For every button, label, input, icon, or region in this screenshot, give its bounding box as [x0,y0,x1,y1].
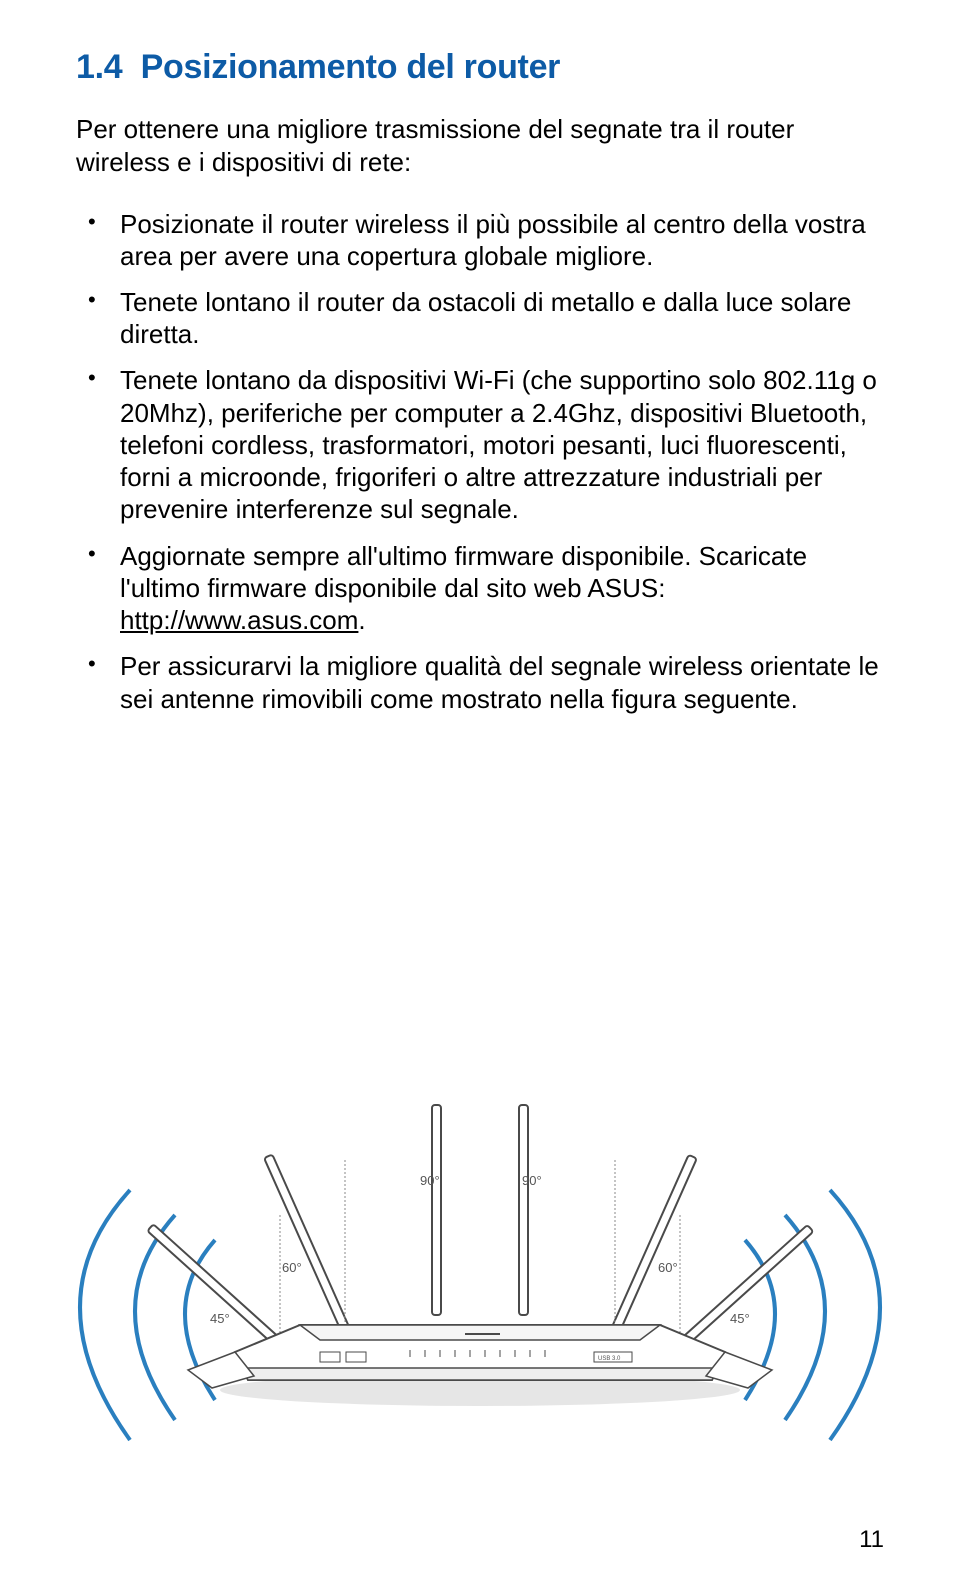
antennas [147,1105,813,1349]
section-number: 1.4 [76,48,122,86]
list-item: Aggiornate sempre all'ultimo firmware di… [120,540,884,637]
list-item: Tenete lontano da dispositivi Wi-Fi (che… [120,364,884,525]
list-item-text-post: . [358,605,365,635]
angle-label-90-right: 90° [522,1173,542,1188]
list-item-text: Tenete lontano da dispositivi Wi-Fi (che… [120,365,877,524]
signal-waves-right [745,1190,880,1440]
router-antenna-figure: 90° 90° 60° 60° 45° 45° [0,1040,960,1500]
intro-paragraph: Per ottenere una migliore trasmissione d… [76,113,884,180]
angle-label-90-left: 90° [420,1173,440,1188]
router-body: USB 3.0 [188,1325,772,1406]
section-title: Posizionamento del router [141,48,560,86]
bullet-list: Posizionate il router wireless il più po… [76,208,884,715]
list-item: Posizionate il router wireless il più po… [120,208,884,272]
firmware-link[interactable]: http://www.asus.com [120,605,358,635]
signal-waves-left [80,1190,215,1440]
list-item: Tenete lontano il router da ostacoli di … [120,286,884,350]
list-item: Per assicurarvi la migliore qualità del … [120,650,884,714]
angle-label-45-left: 45° [210,1311,230,1326]
list-item-text: Per assicurarvi la migliore qualità del … [120,651,879,713]
list-item-text-pre: Aggiornate sempre all'ultimo firmware di… [120,541,807,603]
angle-label-45-right: 45° [730,1311,750,1326]
page-number: 11 [859,1526,884,1554]
angle-label-60-left: 60° [282,1260,302,1275]
list-item-text: Posizionate il router wireless il più po… [120,209,866,271]
section-heading: 1.4 Posizionamento del router [76,48,884,87]
list-item-text: Tenete lontano il router da ostacoli di … [120,287,851,349]
svg-text:USB 3.0: USB 3.0 [598,1356,621,1362]
angle-label-60-right: 60° [658,1260,678,1275]
